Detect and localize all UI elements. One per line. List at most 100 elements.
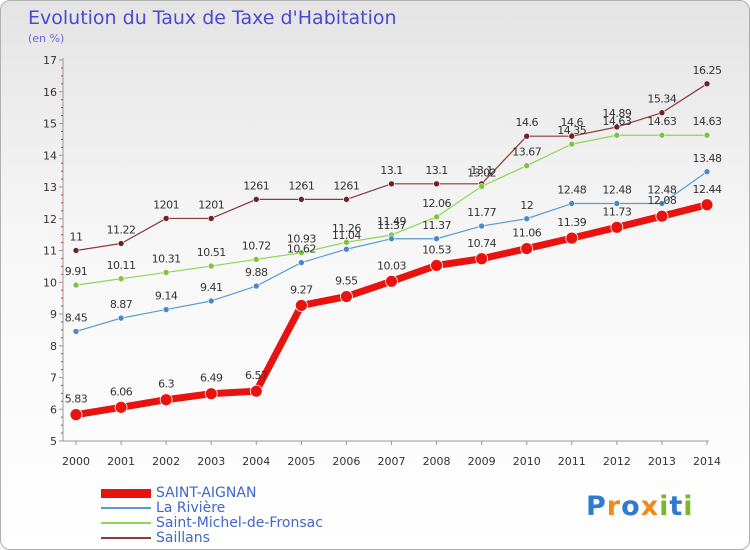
data-label: 14.6 (561, 116, 584, 129)
data-label: 1261 (333, 179, 359, 192)
x-tick-label: 2008 (423, 455, 451, 468)
data-point (613, 200, 621, 207)
legend-label: La Rivière (156, 500, 226, 516)
data-point (565, 231, 579, 245)
legend-label: SAINT-AIGNAN (156, 485, 257, 501)
data-point (388, 180, 395, 188)
data-point (568, 200, 576, 207)
data-label: 11.22 (107, 224, 136, 237)
data-point (658, 200, 666, 207)
y-tick-label: 15 (43, 118, 57, 131)
data-point (207, 262, 215, 270)
data-point (298, 259, 305, 266)
data-point (478, 222, 485, 230)
y-tick-label: 13 (43, 181, 57, 194)
x-tick-label: 2010 (513, 455, 541, 468)
y-tick-label: 11 (43, 245, 57, 258)
data-point (298, 249, 305, 257)
data-point (433, 180, 440, 188)
data-label: 12.44 (693, 183, 722, 196)
y-tick-label: 7 (50, 372, 57, 385)
logo-letter: r (606, 491, 622, 522)
data-point (523, 215, 531, 223)
data-point (343, 196, 350, 203)
chart-subtitle: (en %) (28, 32, 65, 45)
data-point (294, 299, 308, 312)
data-label: 11.04 (332, 229, 361, 242)
data-label: 1261 (243, 179, 269, 192)
proxiti-logo: Proxiti (586, 491, 694, 522)
data-label: 9.91 (65, 265, 88, 278)
data-point (252, 196, 260, 203)
data-point (613, 131, 621, 139)
data-label: 14.63 (602, 115, 631, 128)
data-point (298, 196, 305, 203)
data-label: 8.45 (65, 311, 88, 324)
x-tick-label: 2013 (648, 455, 676, 468)
data-label: 16.25 (693, 64, 722, 77)
data-point (703, 80, 711, 88)
data-point (478, 183, 485, 190)
data-label: 13.67 (512, 146, 541, 159)
data-label: 13.48 (693, 152, 722, 165)
data-label: 1201 (153, 198, 179, 211)
y-tick-label: 9 (50, 308, 57, 321)
x-tick-label: 2001 (107, 455, 135, 468)
x-tick-label: 2009 (468, 455, 496, 468)
legend-label: Saillans (156, 530, 210, 546)
data-point (613, 123, 621, 131)
data-label: 10.31 (152, 252, 181, 265)
data-label: 11.37 (422, 219, 451, 232)
data-point (700, 198, 714, 212)
data-point (159, 393, 173, 407)
y-tick-label: 5 (50, 435, 57, 448)
data-label: 15.34 (647, 93, 676, 106)
data-point (162, 306, 170, 313)
data-label: 14.89 (602, 107, 631, 120)
data-label: 12.48 (602, 184, 631, 197)
data-point (343, 245, 350, 253)
data-label: 14.35 (557, 124, 586, 137)
data-label: 13.02 (467, 166, 496, 179)
data-point (655, 209, 669, 223)
data-label: 12.08 (647, 194, 676, 207)
data-point (658, 131, 666, 139)
y-tick-label: 10 (43, 276, 57, 289)
data-point (69, 408, 83, 422)
data-point (523, 132, 531, 140)
data-point (385, 274, 398, 288)
logo-letter: o (621, 491, 641, 522)
data-label: 10.53 (422, 243, 451, 256)
data-label: 12.06 (422, 197, 451, 210)
data-point (523, 162, 531, 170)
data-point (658, 109, 666, 117)
data-label: 10.51 (197, 246, 226, 259)
data-label: 6.3 (158, 378, 174, 391)
data-label: 11.06 (512, 227, 541, 240)
data-label: 14.6 (515, 116, 538, 129)
data-label: 12.48 (557, 184, 586, 197)
data-label: 9.27 (290, 283, 313, 296)
data-point (162, 215, 170, 222)
y-tick-label: 17 (43, 54, 57, 67)
data-label: 6.49 (200, 372, 223, 385)
data-point (162, 269, 170, 276)
data-point (475, 252, 489, 266)
data-label: 11.49 (377, 215, 406, 228)
x-tick-label: 2002 (152, 455, 180, 468)
x-tick-label: 2012 (603, 455, 631, 468)
data-point (388, 235, 395, 243)
data-label: 10.62 (287, 243, 316, 256)
data-point (568, 140, 576, 148)
data-label: 10.72 (242, 239, 271, 252)
data-point (703, 168, 711, 176)
data-label: 1201 (198, 198, 224, 211)
data-point (520, 242, 534, 255)
data-point (249, 384, 263, 398)
data-label: 11 (70, 231, 83, 244)
data-label: 6.06 (110, 385, 133, 398)
legend-label: Saint-Michel-de-Fronsac (156, 515, 323, 531)
data-label: 9.88 (245, 266, 268, 279)
data-point (568, 132, 576, 140)
